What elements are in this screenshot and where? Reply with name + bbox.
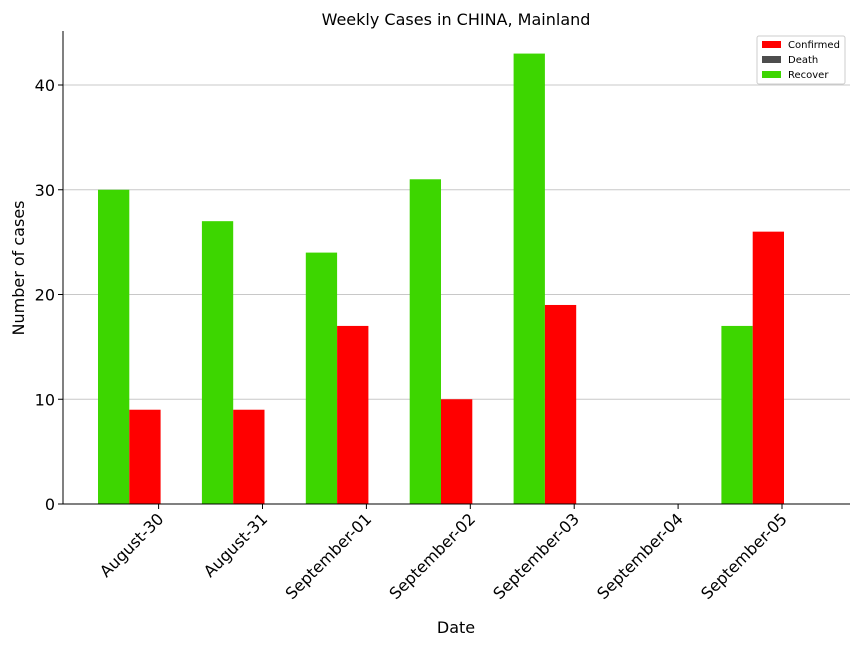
legend-label: Recover bbox=[788, 70, 829, 81]
x-ticks: August-30 August-31 September-01 September-… bbox=[96, 504, 791, 603]
y-tick-label: 20 bbox=[35, 286, 55, 305]
y-tick-label: 40 bbox=[35, 76, 55, 95]
y-tick-label: 30 bbox=[35, 181, 55, 200]
legend-label: Death bbox=[788, 55, 818, 66]
bar-confirmed bbox=[337, 325, 369, 504]
x-tick-label: September-03 bbox=[489, 509, 583, 603]
bar-confirmed bbox=[544, 304, 577, 504]
y-ticks: 0 10 20 30 40 bbox=[35, 76, 63, 514]
bar-recover bbox=[721, 325, 753, 504]
legend: Confirmed Death Recover bbox=[756, 35, 846, 85]
bars bbox=[98, 53, 784, 505]
bar-recover bbox=[201, 221, 234, 505]
bar-confirmed bbox=[752, 231, 784, 504]
y-tick-label: 0 bbox=[45, 495, 55, 514]
chart-title: Weekly Cases in CHINA, Mainland bbox=[322, 10, 591, 29]
x-tick-label: August-30 bbox=[96, 509, 168, 581]
x-tick-label: September-01 bbox=[282, 509, 376, 603]
legend-swatch bbox=[762, 41, 781, 48]
x-axis-title: Date bbox=[437, 618, 475, 637]
y-tick-label: 10 bbox=[35, 390, 55, 409]
y-axis-title: Number of cases bbox=[9, 201, 28, 336]
legend-label: Confirmed bbox=[788, 40, 840, 51]
bar-confirmed bbox=[233, 409, 265, 504]
legend-swatch bbox=[762, 56, 781, 63]
x-tick-label: September-02 bbox=[385, 509, 479, 603]
x-tick-label: September-05 bbox=[697, 509, 791, 603]
bar-confirmed bbox=[129, 409, 161, 504]
bar-recover bbox=[98, 189, 130, 504]
bar-confirmed bbox=[441, 399, 473, 504]
x-tick-label: September-04 bbox=[593, 509, 687, 603]
bar-recover bbox=[409, 179, 441, 504]
bar-recover bbox=[513, 53, 545, 504]
x-tick-label: August-31 bbox=[200, 509, 272, 581]
axes bbox=[62, 31, 850, 505]
bar-recover bbox=[305, 252, 338, 504]
legend-swatch bbox=[762, 71, 781, 78]
